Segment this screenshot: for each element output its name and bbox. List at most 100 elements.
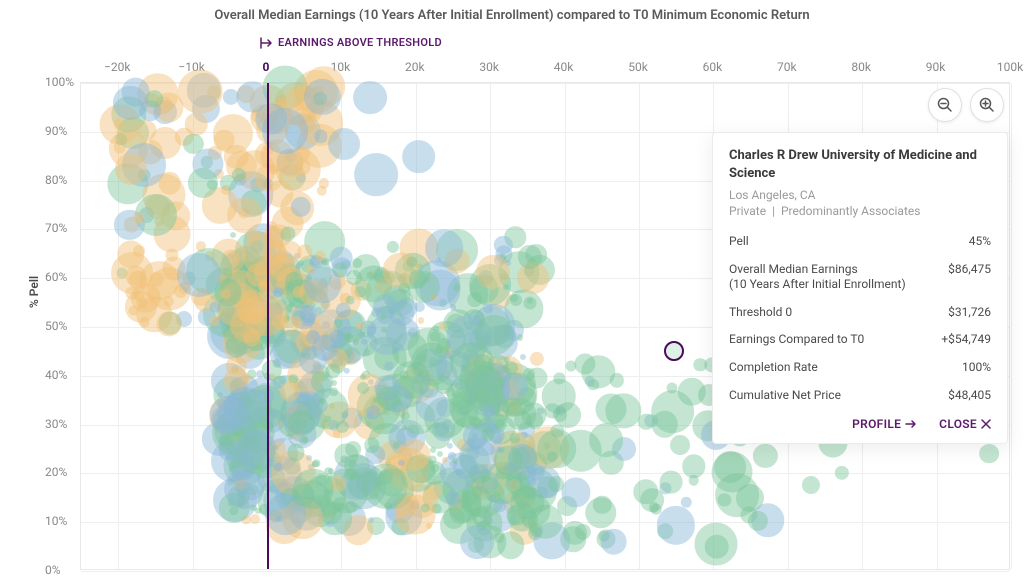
bubble[interactable] <box>476 255 510 289</box>
bubble[interactable] <box>366 325 376 335</box>
bubble[interactable] <box>979 444 999 464</box>
bubble[interactable] <box>177 253 221 297</box>
bubble[interactable] <box>292 286 305 299</box>
bubble[interactable] <box>693 358 707 372</box>
bubble[interactable] <box>530 352 544 366</box>
bubble[interactable] <box>352 259 362 269</box>
bubble[interactable] <box>652 411 678 437</box>
bubble[interactable] <box>504 361 518 375</box>
bubble[interactable] <box>306 330 320 344</box>
bubble[interactable] <box>401 425 407 431</box>
bubble[interactable] <box>562 478 591 507</box>
bubble[interactable] <box>682 455 705 478</box>
bubble[interactable] <box>291 484 314 507</box>
bubble[interactable] <box>156 311 181 336</box>
bubble[interactable] <box>461 485 493 517</box>
bubble[interactable] <box>313 460 320 467</box>
bubble[interactable] <box>328 128 360 160</box>
bubble[interactable] <box>336 303 351 318</box>
bubble[interactable] <box>495 419 505 429</box>
bubble[interactable] <box>281 226 296 241</box>
bubble[interactable] <box>158 172 181 195</box>
bubble[interactable] <box>280 381 301 402</box>
bubble[interactable] <box>315 251 326 262</box>
bubble[interactable] <box>387 241 399 253</box>
zoom-in-button[interactable] <box>970 88 1004 122</box>
bubble[interactable] <box>224 144 249 169</box>
bubble[interactable] <box>371 308 381 318</box>
bubble[interactable] <box>596 394 627 425</box>
bubble-highlighted[interactable] <box>664 341 684 361</box>
bubble[interactable] <box>230 232 236 238</box>
bubble[interactable] <box>667 383 678 394</box>
bubble[interactable] <box>446 491 461 506</box>
bubble[interactable] <box>429 331 440 342</box>
bubble[interactable] <box>447 443 453 449</box>
bubble[interactable] <box>304 79 340 115</box>
bubble[interactable] <box>399 439 430 470</box>
bubble[interactable] <box>346 296 355 305</box>
bubble[interactable] <box>165 249 178 262</box>
bubble[interactable] <box>288 409 314 435</box>
bubble[interactable] <box>377 386 401 410</box>
bubble[interactable] <box>490 492 501 503</box>
bubble[interactable] <box>356 322 364 330</box>
bubble[interactable] <box>345 501 357 513</box>
bubble[interactable] <box>345 333 352 340</box>
zoom-out-button[interactable] <box>928 88 962 122</box>
bubble[interactable] <box>430 447 436 453</box>
bubble[interactable] <box>250 514 260 524</box>
bubble[interactable] <box>327 520 335 528</box>
bubble[interactable] <box>355 153 399 197</box>
bubble[interactable] <box>541 379 576 414</box>
bubble[interactable] <box>178 69 223 114</box>
close-button[interactable]: CLOSE <box>939 417 991 431</box>
bubble[interactable] <box>753 444 777 468</box>
profile-button[interactable]: PROFILE <box>852 417 917 431</box>
bubble[interactable] <box>210 396 249 435</box>
bubble[interactable] <box>224 469 264 509</box>
bubble[interactable] <box>600 528 627 555</box>
bubble[interactable] <box>520 354 526 360</box>
bubble[interactable] <box>659 471 682 494</box>
bubble[interactable] <box>439 322 447 330</box>
bubble[interactable] <box>380 314 386 320</box>
bubble[interactable] <box>294 158 311 175</box>
bubble[interactable] <box>802 476 820 494</box>
bubble[interactable] <box>481 428 494 441</box>
bubble[interactable] <box>483 303 493 313</box>
bubble[interactable] <box>681 497 691 507</box>
bubble[interactable] <box>589 423 623 457</box>
bubble[interactable] <box>273 287 283 297</box>
bubble[interactable] <box>299 305 317 323</box>
bubble[interactable] <box>319 178 329 188</box>
bubble[interactable] <box>227 197 263 233</box>
bubble[interactable] <box>714 451 746 483</box>
bubble[interactable] <box>402 140 436 174</box>
bubble[interactable] <box>517 334 523 340</box>
bubble[interactable] <box>304 266 342 304</box>
bubble[interactable] <box>494 446 523 475</box>
bubble[interactable] <box>221 289 231 299</box>
bubble[interactable] <box>670 435 690 455</box>
bubble[interactable] <box>483 405 496 418</box>
bubble[interactable] <box>547 451 558 462</box>
bubble[interactable] <box>460 525 494 559</box>
bubble[interactable] <box>357 382 369 394</box>
bubble[interactable] <box>389 300 415 326</box>
bubble[interactable] <box>704 534 729 559</box>
bubble[interactable] <box>353 81 387 115</box>
bubble[interactable] <box>835 466 849 480</box>
bubble[interactable] <box>425 229 463 267</box>
bubble[interactable] <box>418 317 424 323</box>
bubble[interactable] <box>297 244 313 260</box>
bubble[interactable] <box>421 504 430 513</box>
bubble[interactable] <box>414 302 424 312</box>
bubble[interactable] <box>243 292 287 336</box>
bubble[interactable] <box>347 270 363 286</box>
bubble[interactable] <box>585 497 616 528</box>
bubble[interactable] <box>435 376 453 394</box>
bubble[interactable] <box>398 283 409 294</box>
bubble[interactable] <box>385 502 393 510</box>
bubble[interactable] <box>510 294 518 302</box>
